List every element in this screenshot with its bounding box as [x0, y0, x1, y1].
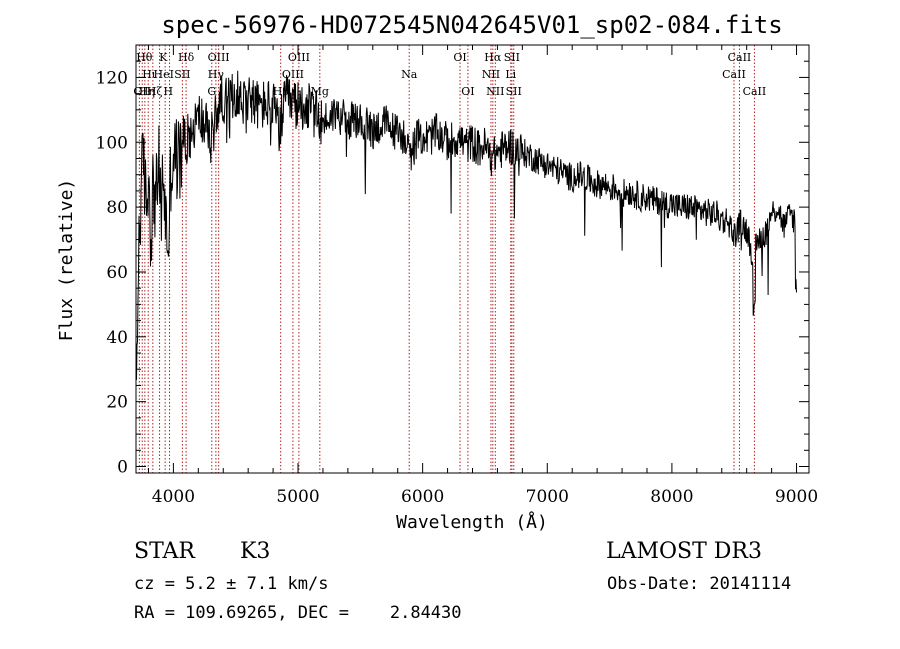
line-label-1: Hθ	[136, 51, 153, 64]
x-tick-label: 9000	[775, 487, 818, 507]
y-axis-label: Flux (relative)	[56, 179, 77, 342]
survey-name: LAMOST DR3	[606, 539, 762, 564]
y-tick-label: 40	[106, 328, 128, 348]
y-tick-label: 80	[106, 198, 128, 218]
line-label-9: Hδ	[178, 51, 195, 64]
x-tick-label: 7000	[526, 487, 569, 507]
line-label-12: OIII	[208, 51, 230, 64]
y-tick-label: 0	[117, 458, 128, 478]
line-label-11: Hγ	[208, 68, 225, 81]
chart-title: spec-56976-HD072545N042645V01_sp02-084.f…	[161, 11, 782, 39]
line-label-15: OIII	[288, 51, 310, 64]
line-label-2: Hη	[139, 85, 155, 98]
object-class: STAR	[134, 539, 195, 564]
line-label-4: Hζ	[147, 85, 163, 98]
object-subclass: K3	[240, 539, 271, 564]
coordinates: RA = 109.69265, DEC = 2.84430	[134, 603, 462, 623]
line-label-5: HeI	[154, 68, 174, 81]
x-axis-label: Wavelength (Å)	[396, 511, 548, 533]
line-label-26: CaII	[722, 68, 746, 81]
line-label-24: SII	[504, 51, 520, 64]
y-tick-label: 120	[96, 68, 128, 88]
observation-date: Obs-Date: 20141114	[607, 574, 792, 594]
x-axis-ticks: 4000 5000 6000 7000 8000 9000	[147, 45, 818, 507]
line-label-28: CaII	[743, 85, 767, 98]
redshift-cz: cz = 5.2 ± 7.1 km/s	[134, 574, 329, 594]
line-label-0: OII	[133, 85, 151, 98]
x-tick-label: 6000	[401, 487, 444, 507]
x-tick-label: 5000	[276, 487, 319, 507]
line-label-7: H	[164, 85, 174, 98]
line-label-18: OI	[453, 51, 466, 64]
line-label-8: SII	[174, 68, 190, 81]
line-label-16: Mg	[311, 85, 329, 98]
line-label-6: K	[159, 51, 168, 64]
line-label-19: OI	[461, 85, 474, 98]
y-axis-ticks: 0 20 40 60 80 100 120	[96, 44, 809, 478]
line-label-23: Li	[505, 68, 516, 81]
line-label-25: SII	[506, 85, 522, 98]
line-label-20: NII	[482, 68, 500, 81]
y-tick-label: 100	[96, 133, 128, 153]
spectrum-line	[135, 70, 797, 380]
line-label-21: Hα	[484, 51, 502, 64]
spectral-line-markers	[138, 45, 755, 473]
line-label-22: NII	[486, 85, 504, 98]
line-label-17: Na	[401, 68, 418, 81]
line-label-14: OIII	[282, 68, 304, 81]
y-tick-label: 20	[106, 393, 128, 413]
y-tick-label: 60	[106, 263, 128, 283]
spectral-line-labels: OIIHθHηHιHζHeIKHSIIHδGHγOIIIHβOIIIOIIIMg…	[133, 51, 766, 98]
x-tick-label: 4000	[152, 487, 195, 507]
line-label-27: CaII	[728, 51, 752, 64]
line-label-10: G	[207, 85, 216, 98]
x-tick-label: 8000	[650, 487, 693, 507]
